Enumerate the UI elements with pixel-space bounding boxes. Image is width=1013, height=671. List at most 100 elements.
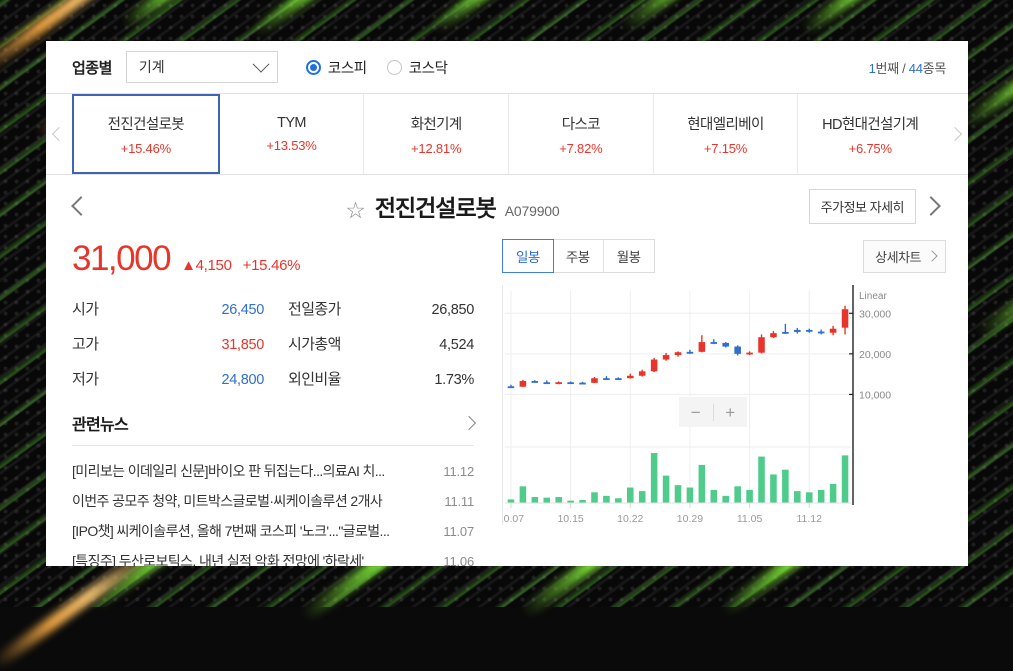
change-arrow-icon: ▲	[181, 257, 196, 274]
svg-text:20,000: 20,000	[859, 349, 891, 361]
favorite-star-icon[interactable]: ☆	[345, 197, 366, 223]
chevron-right-icon	[947, 126, 963, 142]
svg-text:30,000: 30,000	[859, 308, 891, 320]
stock-tab-5[interactable]: HD현대건설기계 +6.75%	[798, 94, 942, 174]
market-radio-group: 코스피 코스닥	[305, 57, 448, 78]
stock-detail-header: ☆ 전진건설로봇 A079900 주가정보 자세히	[46, 175, 968, 237]
stock-tab-change: +13.53%	[266, 138, 317, 153]
radio-indicator	[386, 59, 402, 75]
stock-tab-name: HD현대건설기계	[822, 116, 919, 133]
next-stock-button[interactable]	[916, 191, 946, 221]
current-price: 31,000	[72, 239, 172, 278]
stock-tab-name: 화천기계	[410, 116, 463, 133]
news-headline: 이번주 공모주 청약, 미트박스글로벌·씨케이솔루션 2개사	[72, 493, 383, 509]
category-label: 업종별	[72, 59, 112, 77]
divider	[712, 403, 714, 421]
stock-tab-2[interactable]: 화천기계 +12.81%	[364, 94, 510, 174]
tab-monthly[interactable]: 월봉	[603, 240, 654, 272]
chart-toolbar: 일봉 주봉 월봉 상세차트	[502, 239, 946, 273]
stat-value-marketcap: 4,524	[439, 337, 474, 353]
carousel-prev-button[interactable]	[46, 94, 72, 174]
stock-tab-change: +7.82%	[559, 140, 603, 156]
list-item[interactable]: [IPO챗] 씨케이솔루션, 올해 7번째 코스피 '노크'..."글로벌...…	[72, 516, 474, 546]
stock-tab-0[interactable]: 전진건설로봇 +15.46%	[72, 94, 220, 174]
detailed-chart-label: 상세차트	[875, 249, 921, 265]
list-item[interactable]: [특징주] 두산로보틱스, 내년 실적 악화 전망에 '하락세' 11.06	[72, 546, 474, 566]
price-change-percent: +15.46%	[242, 257, 301, 274]
chevron-right-icon	[921, 196, 941, 216]
price-change: ▲4,150	[181, 257, 232, 274]
svg-text:Linear: Linear	[859, 291, 887, 302]
tab-weekly[interactable]: 주봉	[552, 240, 604, 272]
stock-tab-1[interactable]: TYM +13.53%	[220, 94, 365, 174]
list-item[interactable]: 이번주 공모주 청약, 미트박스글로벌·씨케이솔루션 2개사 11.11	[72, 486, 474, 516]
radio-indicator-selected	[305, 59, 321, 75]
svg-text:11.05: 11.05	[737, 513, 763, 525]
radio-kospi[interactable]: 코스피	[305, 57, 367, 78]
stock-title-group: ☆ 전진건설로봇 A079900	[96, 189, 809, 223]
stat-label-prevclose: 전일종가	[288, 301, 341, 318]
chart-column: 일봉 주봉 월봉 상세차트 Linear 30,000 20,000 10,000 10…	[474, 237, 946, 566]
candlestick-chart[interactable]: Linear 30,000 20,000 10,000 10.07 10.15 10.22 1…	[502, 285, 946, 525]
detailed-chart-button[interactable]: 상세차트	[863, 239, 946, 273]
stock-tab-name: 다스코	[561, 116, 601, 133]
chevron-left-icon	[71, 196, 91, 216]
prev-stock-button[interactable]	[66, 191, 96, 221]
price-info-column: 31,000 ▲4,150 +15.46% 시가 26,450 전일종가 26,…	[72, 237, 477, 566]
stat-value-foreign: 1.73%	[434, 372, 474, 388]
zoom-out-button[interactable]: −	[690, 402, 701, 422]
list-item[interactable]: [미리보는 이데일리 신문]바이오 판 뒤집는다...의료AI 치... 11.…	[72, 456, 474, 486]
related-news-header: 관련뉴스	[72, 411, 477, 446]
stock-tab-change: +12.81%	[411, 140, 462, 156]
news-date: 11.12	[443, 464, 474, 479]
page-title: 전진건설로봇	[374, 195, 497, 221]
stock-widget-panel: 업종별 기계 코스피 코스닥 1번째 / 44종목 전진건설로봇	[46, 41, 968, 566]
stock-tab-list: 전진건설로봇 +15.46% TYM +13.53% 화천기계 +12.81% …	[72, 94, 942, 174]
chart-canvas: Linear 30,000 20,000 10,000 10.07 10.15 10.22 1…	[503, 285, 891, 525]
stat-value-low: 24,800	[221, 372, 264, 388]
radio-kospi-label: 코스피	[327, 60, 367, 77]
news-headline: [특징주] 두산로보틱스, 내년 실적 악화 전망에 '하락세'	[72, 553, 364, 566]
chevron-left-icon	[51, 126, 67, 142]
stock-tab-4[interactable]: 현대엘리베이 +7.15%	[654, 94, 799, 174]
svg-text:11.12: 11.12	[796, 513, 822, 525]
stock-counter: 1번째 / 44종목	[869, 58, 947, 77]
chart-period-tabs: 일봉 주봉 월봉	[502, 239, 655, 273]
stock-tab-name: 현대엘리베이	[687, 116, 764, 133]
radio-kosdaq[interactable]: 코스닥	[386, 57, 448, 78]
stat-label-foreign: 외인비율	[288, 371, 341, 388]
stock-tab-3[interactable]: 다스코 +7.82%	[509, 94, 654, 174]
stock-tab-carousel: 전진건설로봇 +15.46% TYM +13.53% 화천기계 +12.81% …	[46, 93, 968, 175]
news-headline: [IPO챗] 씨케이솔루션, 올해 7번째 코스피 '노크'..."글로벌...	[72, 523, 390, 539]
stock-code: A079900	[504, 203, 560, 219]
news-headline: [미리보는 이데일리 신문]바이오 판 뒤집는다...의료AI 치...	[72, 463, 385, 479]
carousel-next-button[interactable]	[942, 94, 968, 174]
stat-value-prevclose: 26,850	[431, 302, 474, 318]
svg-text:10.29: 10.29	[677, 513, 703, 525]
price-detail-button[interactable]: 주가정보 자세히	[808, 188, 916, 224]
filter-toolbar: 업종별 기계 코스피 코스닥 1번째 / 44종목	[46, 41, 968, 93]
svg-text:10.15: 10.15	[557, 513, 583, 525]
current-price-row: 31,000 ▲4,150 +15.46%	[72, 241, 474, 276]
svg-text:10.07: 10.07	[503, 513, 524, 525]
stat-value-open: 26,450	[221, 302, 264, 318]
industry-select-value: 기계	[138, 59, 165, 75]
chevron-down-icon	[252, 55, 270, 73]
stat-value-high: 31,850	[221, 337, 264, 353]
chart-zoom-controls: − +	[679, 397, 747, 427]
zoom-in-button[interactable]: +	[725, 402, 736, 422]
stock-tab-name: TYM	[277, 115, 306, 131]
detail-body: 31,000 ▲4,150 +15.46% 시가 26,450 전일종가 26,…	[46, 237, 968, 566]
price-stats-grid: 시가 26,450 전일종가 26,850 고가 31,850 시가총액 4,5…	[72, 298, 474, 389]
stat-label-low: 저가	[72, 371, 99, 388]
radio-kosdaq-label: 코스닥	[408, 60, 448, 77]
news-date: 11.06	[443, 554, 474, 566]
stat-label-high: 고가	[72, 336, 99, 353]
tab-daily[interactable]: 일봉	[502, 239, 554, 273]
change-value: 4,150	[195, 257, 232, 274]
stat-label-open: 시가	[72, 301, 99, 318]
stock-tab-change: +15.46%	[120, 140, 171, 156]
counter-suffix: 종목	[922, 60, 947, 76]
industry-select[interactable]: 기계	[125, 51, 278, 83]
news-date: 11.11	[444, 494, 474, 509]
